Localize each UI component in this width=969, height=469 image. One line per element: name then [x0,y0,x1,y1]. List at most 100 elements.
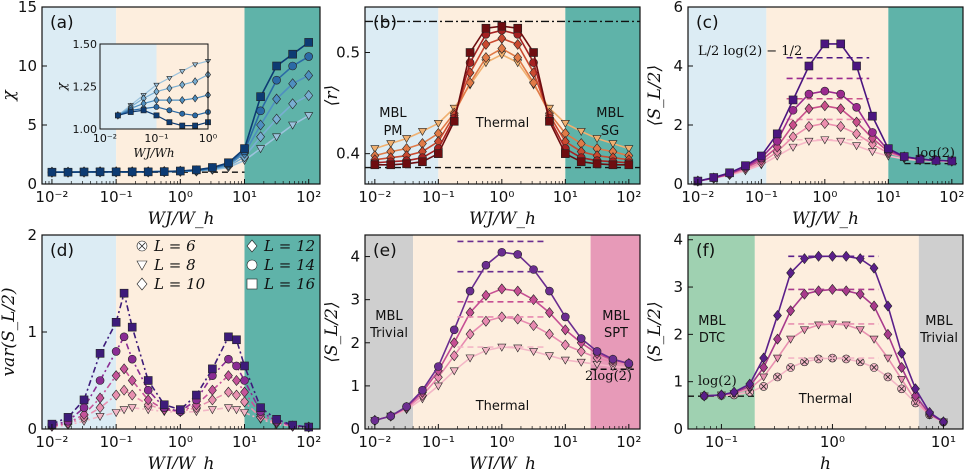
data-point [497,21,507,31]
x-axis-label: WJ/W_h [469,209,536,229]
panel-e: 10⁻² 10⁻¹ 10⁰ 10¹ 10² 0 1 2 3 4 (e) WJ/W_h ⟨S_L/2⟩ MB… [322,234,641,469]
data-point [883,354,893,363]
series-L=12 [699,250,948,428]
x-axis-label: WJ/W_h [148,209,215,229]
region-blue [42,235,117,429]
data-point [925,406,934,418]
inset-point [179,110,186,117]
region-label: MBL [698,314,726,329]
x-tick-label: 10⁻¹ [745,188,778,206]
region-label-sub: Trivial [919,331,958,346]
data-point [852,103,861,112]
y-tick-label: 3 [673,278,683,296]
data-point [95,167,105,177]
legend-marker [246,259,258,271]
data-point [240,361,249,371]
data-point [729,386,739,398]
data-point [402,159,411,169]
data-point [513,250,523,259]
y-tick-label: 0.4 [336,145,360,163]
data-point [545,328,554,340]
data-point [272,414,281,424]
data-point [288,121,298,130]
data-point [788,131,798,143]
y-axis-label: ⟨S_L/2⟩ [645,301,665,362]
data-point [481,315,491,327]
inset-point [140,107,147,114]
panel-d: 10⁻² 10⁻¹ 10⁰ 10¹ 10² 0 1 2 (d) WJ/W_h var(S_L/2) L… [0,226,321,469]
data-point [208,364,217,374]
data-point [192,165,201,175]
y-axis-label: ⟨S_L/2⟩ [322,301,342,362]
region-label: Thermal [475,399,530,414]
data-point [159,167,169,176]
data-point [240,396,249,408]
data-point [820,100,830,112]
data-point [869,300,879,312]
data-point [608,354,618,364]
y-tick-label: 1 [27,323,37,341]
inset-frame [99,43,209,130]
data-point [256,131,265,143]
legend-label: L = 8 [153,256,196,274]
y-tick-label: 1 [350,377,360,395]
data-point [497,32,507,44]
data-point [804,61,814,71]
x-marker-cross [843,356,849,362]
data-point [127,389,137,401]
data-point [836,89,846,99]
data-point [111,317,121,327]
x-tick-label: 10⁰ [812,188,837,206]
region-peach [116,235,245,429]
data-point [759,382,768,391]
data-point [804,103,814,115]
inset-series-L=10 [114,70,211,120]
data-point [560,324,570,336]
x-marker-cross [885,374,891,380]
inset-point [166,84,173,93]
data-point [899,152,909,161]
data-point [159,400,169,410]
x-tick-label: 10⁻¹ [100,433,133,451]
data-point [127,375,137,386]
data-point [545,116,554,126]
data-point [79,403,89,412]
y-tick-label: 10 [18,57,37,75]
inset-point [153,95,160,105]
inset-point [153,82,160,88]
data-point [592,347,602,356]
data-point [820,136,830,145]
x-marker-cross [760,383,767,390]
series-L=16 [370,21,634,170]
inset-point [192,94,199,103]
data-point [127,354,137,364]
data-point [449,367,459,376]
data-point [481,260,491,270]
data-point [386,140,396,149]
data-point [855,288,865,300]
x-tick-label: 10⁰ [489,433,514,451]
data-point [804,89,814,99]
inset-point [166,119,173,126]
inset-a: 10⁻² 10⁻¹ 10⁰ 1.00 1.25 1.50 WJ/Wh χ [55,38,218,160]
x-tick-label: 10⁻² [681,188,714,206]
data-point [852,128,861,140]
data-point [208,163,217,172]
data-point [799,326,809,335]
data-point [788,119,798,131]
data-point [725,168,734,178]
data-point [624,160,634,170]
data-point [192,390,201,400]
panel-tag: (b) [373,13,397,33]
data-point [481,289,491,301]
legend: L = 6 L = 12 L = 8 L = 14 L = 10 L = 16 [136,237,316,293]
data-point [304,69,314,81]
data-point [836,120,846,132]
data-point [820,118,830,130]
plot-frame [687,234,964,430]
legend-marker [136,277,148,291]
x-axis-label: WJ/W_h [792,209,859,229]
data-point [224,354,233,364]
data-point [240,144,249,153]
x-tick-label: 10¹ [876,188,901,206]
